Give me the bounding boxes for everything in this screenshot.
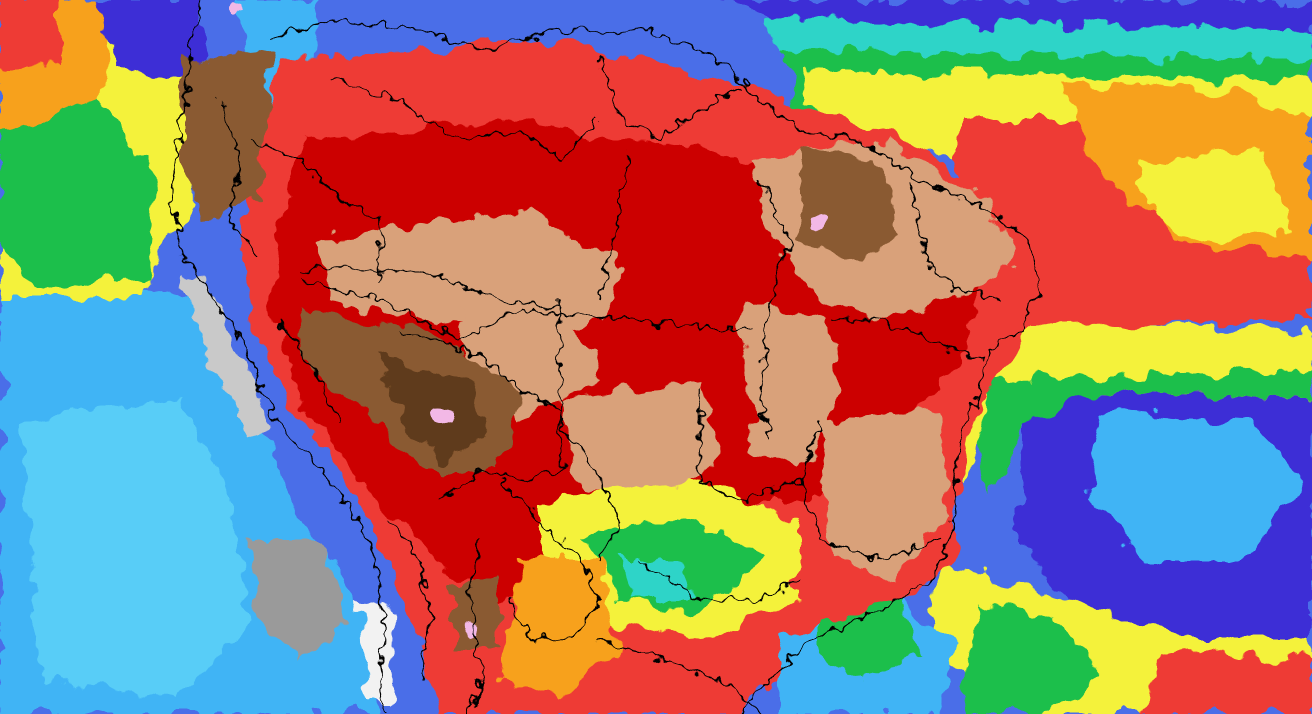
states-north-2 (759, 179, 791, 441)
states-south (639, 559, 801, 601)
states-northeast (909, 179, 1001, 301)
borders (169, 0, 1041, 714)
coast-white-south (360, 600, 395, 700)
border-argentina (469, 539, 481, 714)
coastline-atlantic (739, 109, 1041, 714)
pink-spot-1 (436, 409, 454, 427)
atlantic-sky-pool (1090, 410, 1300, 560)
pink-spot-3 (465, 627, 475, 637)
nw-red (0, 0, 60, 70)
states-ne-2 (830, 319, 981, 361)
states-south-2 (599, 639, 761, 714)
border-venezuela (329, 79, 601, 161)
pink-spot-2 (812, 214, 824, 226)
border-peru-brazil (299, 279, 751, 341)
far-south-green (820, 600, 920, 680)
andes-brown (180, 50, 270, 220)
states-central (699, 390, 821, 501)
chaco-brown (455, 580, 500, 650)
border-guianas (599, 59, 741, 141)
south-cyan-pocket (620, 560, 690, 600)
south-orange-pocket (500, 560, 620, 700)
states-andes-3 (389, 519, 431, 681)
border-colombia (249, 139, 381, 280)
states-andes (219, 99, 261, 261)
coastline-caribbean (269, 19, 771, 111)
states-southeast (799, 479, 941, 561)
pacific-gray-zone (250, 540, 350, 660)
east-tan (820, 410, 950, 580)
border-brazil-west (559, 300, 621, 561)
south-central-tan (560, 380, 720, 500)
coastline-pacific (169, 0, 386, 714)
atlantic-yellow-band (960, 320, 1312, 480)
states-north (599, 149, 631, 301)
south-atlantic-red (1140, 650, 1312, 714)
pacific-pale-zone (20, 400, 250, 700)
atlantic-yellow-spots (1140, 150, 1290, 240)
coast-white-zone (180, 270, 270, 440)
atlantic-green-band (980, 370, 1312, 500)
states-andes-2 (279, 319, 341, 421)
south-atlantic-green (960, 600, 1100, 714)
river-amazon (300, 269, 561, 311)
border-bolivia (399, 329, 561, 501)
pink-spot-4 (234, 4, 246, 16)
bolivia-dark-brown (380, 360, 490, 460)
nw-green (0, 100, 160, 290)
border-paraguay (499, 479, 601, 641)
ceara-brown (800, 150, 900, 260)
